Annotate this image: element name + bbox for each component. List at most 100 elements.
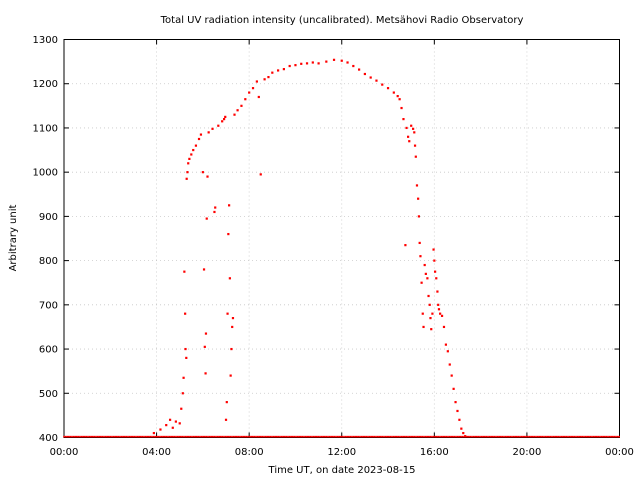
baseline-point [109, 435, 112, 438]
baseline-point [597, 435, 600, 438]
baseline-point [292, 435, 294, 438]
baseline-point [554, 435, 556, 438]
baseline-point [300, 435, 302, 438]
data-point [225, 401, 228, 404]
x-axis-label: Time UT, on date 2023-08-15 [268, 465, 416, 476]
data-point [201, 171, 204, 174]
baseline-point [84, 435, 86, 438]
data-point [204, 332, 208, 335]
baseline-point [138, 435, 140, 438]
baseline-point [463, 435, 465, 438]
data-point [226, 312, 229, 315]
baseline-point [500, 435, 502, 438]
baseline-point [400, 435, 403, 438]
baseline-point [378, 435, 380, 438]
baseline-point [565, 435, 568, 438]
baseline-point [522, 435, 524, 438]
baseline-point [165, 435, 168, 438]
baseline-point [519, 435, 521, 438]
baseline-point [280, 435, 283, 438]
baseline-point [335, 435, 337, 438]
baseline-point [364, 435, 366, 438]
baseline-point [384, 435, 387, 438]
baseline-point [456, 435, 459, 438]
baseline-point [552, 435, 555, 438]
baseline-point [388, 435, 390, 438]
baseline-point [132, 435, 134, 438]
baseline-point [325, 435, 328, 438]
baseline-point [445, 435, 448, 438]
baseline-point [221, 435, 224, 438]
data-point [171, 426, 174, 429]
baseline-point [392, 435, 395, 438]
data-point [414, 155, 417, 158]
baseline-point [202, 435, 204, 438]
baseline-point [544, 435, 547, 438]
baseline-point [474, 435, 476, 438]
data-point [282, 68, 285, 71]
baseline-point [557, 435, 560, 438]
baseline-point [362, 435, 364, 438]
baseline-point [448, 435, 451, 438]
baseline-point [290, 435, 292, 438]
data-point [228, 204, 231, 207]
data-point [444, 343, 448, 346]
baseline-point [359, 435, 361, 438]
data-point [427, 294, 430, 298]
data-point [412, 127, 415, 130]
baseline-point [276, 435, 278, 438]
baseline-point [496, 435, 499, 438]
baseline-point [106, 435, 108, 438]
data-point [231, 317, 235, 320]
baseline-point [176, 435, 179, 438]
data-point [184, 312, 187, 315]
baseline-point [431, 435, 433, 438]
baseline-point [149, 435, 152, 438]
baseline-point [112, 435, 115, 438]
data-point [418, 241, 421, 245]
y-tick-label: 600 [39, 345, 58, 356]
data-point [402, 118, 405, 121]
baseline-point [247, 435, 249, 438]
baseline-point [103, 435, 105, 438]
baseline-point [562, 435, 564, 438]
baseline-point [234, 435, 236, 438]
data-point [184, 347, 187, 351]
data-point [462, 431, 465, 435]
x-tick-label: 04:00 [142, 447, 171, 458]
data-point [180, 407, 183, 410]
data-point [174, 420, 177, 423]
baseline-point [204, 435, 206, 438]
baseline-point [136, 435, 139, 438]
data-point [181, 392, 184, 395]
data-point [422, 325, 425, 329]
baseline-point [266, 435, 268, 438]
data-point [188, 157, 191, 160]
baseline-point [594, 435, 596, 438]
data-point [407, 135, 410, 138]
baseline-point [511, 435, 513, 438]
data-point [419, 255, 422, 258]
baseline-point [96, 435, 99, 438]
y-tick-label: 900 [39, 212, 58, 223]
baseline-point [596, 435, 598, 438]
baseline-point [599, 435, 601, 438]
baseline-point [271, 435, 273, 438]
baseline-point [391, 435, 393, 438]
data-point [456, 409, 459, 413]
baseline-point [485, 435, 488, 438]
baseline-point [207, 435, 209, 438]
data-point [207, 131, 210, 134]
baseline-point [338, 435, 340, 438]
baseline-point [484, 435, 486, 438]
data-point [369, 76, 372, 79]
data-point [430, 328, 433, 331]
data-point [381, 83, 384, 86]
baseline-point [296, 435, 299, 438]
baseline-point [591, 435, 593, 438]
data-point [398, 98, 401, 101]
baseline-point [322, 435, 324, 438]
baseline-point [612, 435, 614, 438]
baseline-point [568, 435, 571, 438]
